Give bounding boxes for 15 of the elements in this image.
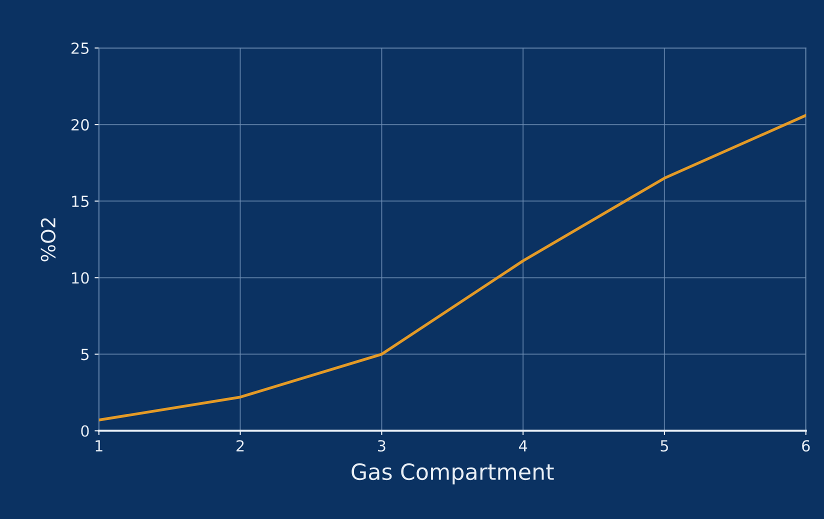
y-tick-label: 10 xyxy=(72,272,89,284)
x-tick-label: 4 xyxy=(518,440,528,452)
x-tick-label: 5 xyxy=(660,440,668,452)
x-tick-label: 1 xyxy=(96,440,102,452)
y-tick-label: 20 xyxy=(72,119,89,131)
y-tick-label: 0 xyxy=(81,425,89,437)
y-tick-label: 25 xyxy=(72,42,89,54)
y-axis-title: %O2 xyxy=(40,218,56,262)
line-series xyxy=(98,114,806,422)
x-tick-label: 2 xyxy=(236,440,244,452)
y-tick-label: 5 xyxy=(81,348,89,360)
x-tick-label: 6 xyxy=(802,440,810,452)
x-axis-title: Gas Compartment xyxy=(352,463,554,484)
y-tick-label: 15 xyxy=(72,196,89,208)
x-tick-label: 3 xyxy=(378,440,386,452)
